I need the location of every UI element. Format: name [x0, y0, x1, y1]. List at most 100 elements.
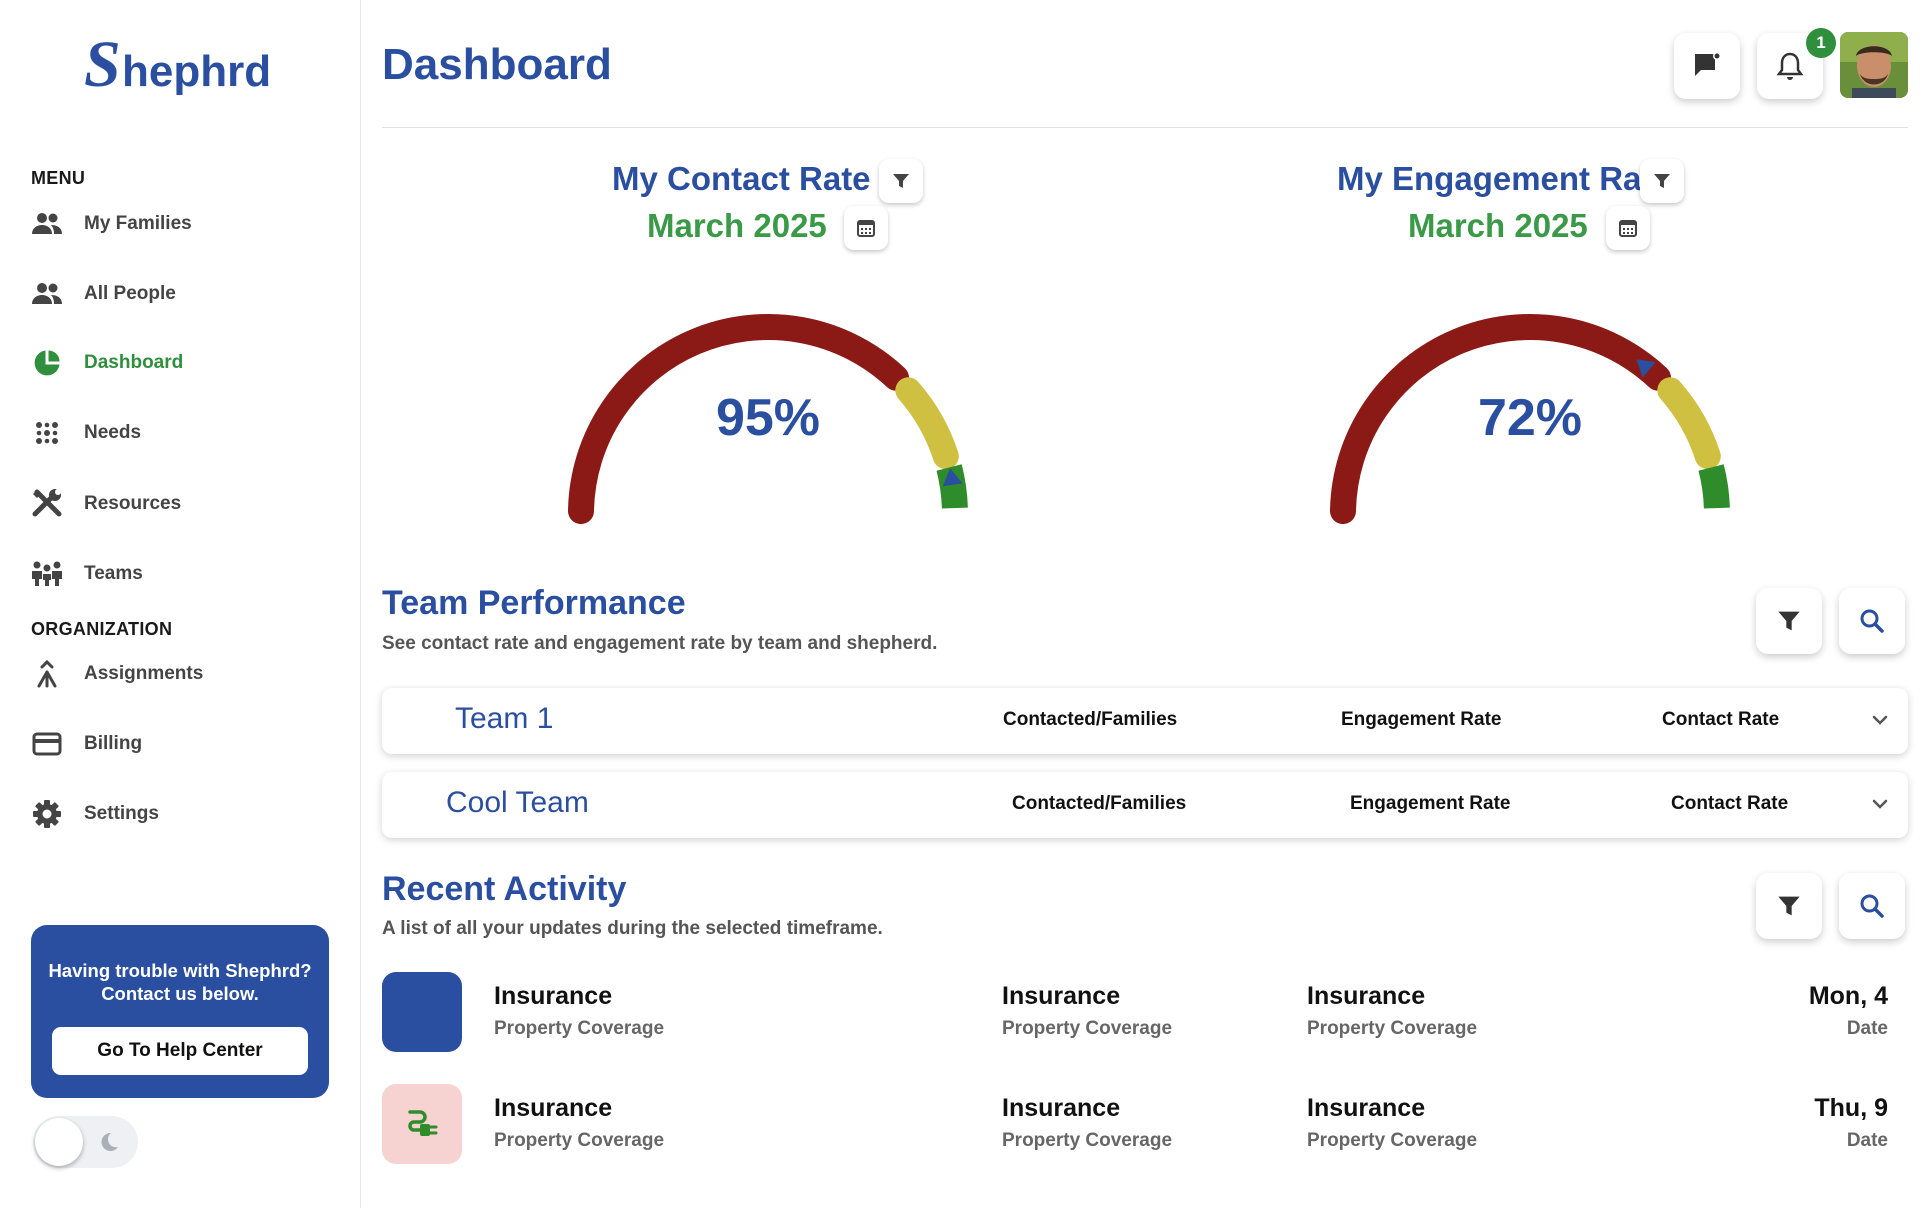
team-name: Cool Team — [446, 786, 589, 819]
activity-title: Insurance — [1307, 1094, 1426, 1122]
moon-icon — [101, 1132, 118, 1151]
nav-billing[interactable]: Billing — [30, 724, 142, 764]
activity-subtitle: Property Coverage — [494, 1130, 665, 1151]
main-content: Dashboard 1 My Contact Rate March 2025 — [362, 0, 1930, 1208]
nav-label: My Families — [84, 213, 192, 234]
contact-rate-value: 95% — [715, 389, 821, 447]
gear-icon — [30, 797, 64, 831]
team-col-engagement: Engagement Rate — [1341, 709, 1502, 730]
bell-icon — [1776, 52, 1804, 80]
team-row[interactable]: Team 1 Contacted/Families Engagement Rat… — [382, 688, 1908, 754]
recent-activity-search-button[interactable] — [1839, 873, 1905, 939]
svg-text:S: S — [84, 28, 121, 101]
nav-label: Settings — [84, 803, 159, 824]
team-col-engagement: Engagement Rate — [1350, 793, 1511, 814]
search-icon — [1860, 609, 1884, 633]
activity-subtitle: Property Coverage — [1002, 1130, 1173, 1151]
pie-chart-icon — [30, 346, 64, 380]
nav-label: Teams — [84, 563, 143, 584]
contact-rate-gauge — [568, 314, 968, 525]
avatar[interactable] — [1840, 32, 1908, 98]
activity-thumbnail — [382, 1084, 462, 1164]
team-col-contacted: Contacted/Families — [1012, 793, 1187, 814]
shephrd-logo[interactable]: S hephrd — [84, 28, 284, 110]
engagement-rate-gauge — [1330, 314, 1730, 525]
activity-date-label: Date — [1846, 1018, 1888, 1039]
nav-teams[interactable]: Teams — [30, 554, 143, 594]
engagement-rate-filter-button[interactable] — [1640, 159, 1684, 203]
chevron-down-icon[interactable] — [1870, 794, 1890, 814]
engagement-rate-title: My Engagement Rate — [1337, 160, 1671, 197]
activity-title: Insurance — [494, 1094, 613, 1122]
activity-title: Insurance — [1307, 982, 1426, 1010]
recent-activity-filter-button[interactable] — [1756, 873, 1822, 939]
gauge-low-segment — [568, 314, 909, 525]
svg-text:hephrd: hephrd — [122, 47, 271, 96]
nav-label: Dashboard — [84, 352, 184, 373]
team-performance-search-button[interactable] — [1839, 588, 1905, 654]
help-text: Having trouble with Shephrd? Contact us … — [48, 960, 312, 1004]
tools-icon — [30, 487, 64, 521]
help-center-button[interactable]: Go To Help Center — [52, 1027, 308, 1075]
chevron-down-icon[interactable] — [1870, 710, 1890, 730]
contact-rate-filter-button[interactable] — [879, 159, 923, 203]
nav-resources[interactable]: Resources — [30, 484, 181, 524]
help-card: Having trouble with Shephrd? Contact us … — [31, 925, 329, 1098]
engagement-rate-value: 72% — [1477, 389, 1583, 447]
team-row[interactable]: Cool Team Contacted/Families Engagement … — [382, 772, 1908, 838]
activity-subtitle: Property Coverage — [494, 1018, 665, 1039]
nav-my-families[interactable]: My Families — [30, 204, 192, 244]
messages-button[interactable] — [1674, 33, 1740, 99]
activity-title: Insurance — [1002, 1094, 1121, 1122]
calendar-icon — [857, 220, 875, 237]
notification-badge: 1 — [1806, 28, 1836, 58]
engagement-rate-date-button[interactable] — [1606, 206, 1650, 250]
activity-row[interactable]: Insurance Property Coverage Insurance Pr… — [382, 972, 1908, 1054]
contact-rate-date-button[interactable] — [844, 206, 888, 250]
nav-label: Resources — [84, 493, 182, 514]
plug-icon — [408, 1110, 438, 1136]
recent-activity-title: Recent Activity — [382, 870, 627, 908]
activity-date: Mon, 4 — [1808, 982, 1888, 1010]
nav-assignments[interactable]: Assignments — [30, 654, 203, 694]
search-icon — [1860, 894, 1884, 918]
nav-settings[interactable]: Settings — [30, 794, 159, 834]
nav-needs[interactable]: Needs — [30, 413, 141, 453]
filter-icon — [1778, 896, 1800, 916]
page-title: Dashboard — [382, 40, 612, 89]
gauge-marker — [942, 468, 963, 487]
gauge-mid-segment — [1657, 377, 1721, 470]
filter-icon — [893, 174, 909, 188]
activity-date-label: Date — [1846, 1130, 1888, 1151]
sidebar: S hephrd MENU My Families All People Das… — [0, 0, 361, 1208]
gauge-marker — [1636, 359, 1656, 378]
gauge-high-segment — [1698, 464, 1730, 509]
activity-subtitle: Property Coverage — [1307, 1130, 1478, 1151]
team-icon — [30, 557, 64, 591]
organization-section-title: ORGANIZATION — [31, 619, 173, 639]
nav-label: All People — [84, 283, 176, 304]
nav-all-people[interactable]: All People — [30, 274, 176, 314]
nav-label: Billing — [84, 733, 143, 754]
team-performance-title: Team Performance — [382, 584, 686, 622]
team-name: Team 1 — [455, 702, 554, 735]
nav-dashboard[interactable]: Dashboard — [30, 343, 183, 383]
activity-subtitle: Property Coverage — [1307, 1018, 1478, 1039]
activity-date: Thu, 9 — [1814, 1094, 1888, 1122]
nav-label: Needs — [84, 422, 142, 443]
gauge-mid-segment — [895, 377, 959, 470]
team-performance-filter-button[interactable] — [1756, 588, 1822, 654]
calendar-icon — [1619, 220, 1637, 237]
gauge-high-segment — [936, 464, 968, 509]
contact-rate-period: March 2025 — [647, 207, 827, 244]
recent-activity-description: A list of all your updates during the se… — [382, 918, 883, 939]
people-icon — [30, 277, 64, 311]
filter-icon — [1778, 611, 1800, 631]
flag-message-icon — [1695, 52, 1721, 76]
nav-label: Assignments — [84, 663, 204, 684]
engagement-rate-period: March 2025 — [1408, 207, 1588, 244]
activity-row[interactable]: Insurance Property Coverage Insurance Pr… — [382, 1084, 1908, 1166]
filter-icon — [1654, 174, 1670, 188]
theme-toggle[interactable] — [33, 1116, 138, 1168]
toggle-knob — [35, 1118, 83, 1166]
